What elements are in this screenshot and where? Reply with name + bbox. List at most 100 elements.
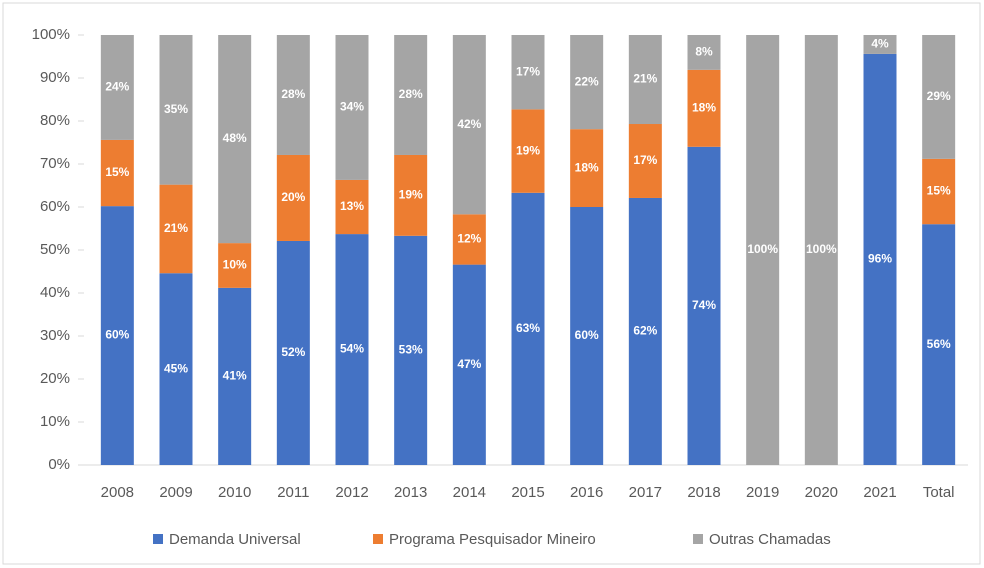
bar-segment — [452, 264, 486, 465]
value-label: 10% — [223, 258, 247, 272]
legend-label: Demanda Universal — [169, 531, 301, 548]
bar-segment — [100, 206, 134, 465]
bar-segment — [570, 35, 604, 130]
bar-segment — [218, 243, 252, 288]
x-tick-label: 2020 — [805, 484, 838, 501]
value-label: 34% — [340, 100, 364, 114]
bar-segment — [922, 35, 956, 159]
legend-label: Programa Pesquisador Mineiro — [389, 531, 596, 548]
value-label: 47% — [457, 357, 481, 371]
bar-segment — [335, 35, 369, 180]
x-tick-label: 2016 — [570, 484, 603, 501]
value-label: 52% — [281, 345, 305, 359]
bar-segment — [159, 35, 193, 185]
bar-segment — [394, 235, 428, 465]
value-label: 74% — [692, 298, 716, 312]
x-tick-label: 2009 — [159, 484, 192, 501]
bar-segment — [922, 158, 956, 225]
bar-segment — [863, 35, 897, 54]
value-label: 19% — [516, 143, 540, 157]
bar-segment — [394, 35, 428, 155]
value-label: 28% — [281, 87, 305, 101]
legend-swatch — [693, 534, 703, 544]
x-tick-label: 2013 — [394, 484, 427, 501]
bar-segment — [452, 35, 486, 215]
x-tick-label: 2012 — [335, 484, 368, 501]
value-label: 22% — [575, 74, 599, 88]
value-label: 41% — [223, 369, 247, 383]
value-label: 13% — [340, 199, 364, 213]
value-label: 53% — [399, 343, 423, 357]
value-label: 18% — [575, 160, 599, 174]
value-label: 45% — [164, 361, 188, 375]
value-label: 96% — [868, 252, 892, 266]
value-label: 100% — [806, 242, 837, 256]
value-label: 24% — [105, 80, 129, 94]
value-label: 21% — [164, 221, 188, 235]
x-tick-label: 2017 — [629, 484, 662, 501]
value-label: 21% — [633, 72, 657, 86]
x-tick-label: Total — [923, 484, 955, 501]
bar-segment — [276, 240, 310, 465]
bar-segment — [628, 197, 662, 465]
x-tick-label: 2010 — [218, 484, 251, 501]
bar-segment — [570, 129, 604, 207]
x-tick-label: 2019 — [746, 484, 779, 501]
value-label: 20% — [281, 190, 305, 204]
bar-segment — [335, 179, 369, 235]
value-label: 29% — [927, 89, 951, 103]
bar-segment — [335, 234, 369, 465]
value-label: 15% — [927, 184, 951, 198]
bar-segment — [159, 273, 193, 465]
bar-segment — [218, 287, 252, 465]
bar-segment — [804, 35, 838, 465]
bar-segment — [159, 184, 193, 274]
y-tick-label: 80% — [40, 112, 70, 129]
value-label: 54% — [340, 342, 364, 356]
y-tick-label: 60% — [40, 198, 70, 215]
value-label: 12% — [457, 232, 481, 246]
bar-segment — [276, 154, 310, 241]
bar-segment — [452, 214, 486, 265]
bar-segment — [922, 224, 956, 465]
bar-segment — [511, 35, 545, 110]
x-tick-label: 2008 — [101, 484, 134, 501]
legend-label: Outras Chamadas — [709, 531, 831, 548]
value-label: 42% — [457, 117, 481, 131]
y-tick-label: 10% — [40, 413, 70, 430]
x-tick-label: 2014 — [453, 484, 486, 501]
value-label: 28% — [399, 87, 423, 101]
bar-segment — [628, 35, 662, 125]
bar-segment — [394, 154, 428, 236]
bar-segment — [746, 35, 780, 465]
value-label: 35% — [164, 102, 188, 116]
y-tick-label: 50% — [40, 241, 70, 258]
value-label: 19% — [399, 188, 423, 202]
x-tick-label: 2011 — [277, 484, 309, 501]
bar-segment — [570, 207, 604, 465]
y-tick-label: 20% — [40, 370, 70, 387]
y-tick-label: 70% — [40, 155, 70, 172]
value-label: 60% — [105, 328, 129, 342]
bar-segment — [628, 124, 662, 198]
bar-segment — [100, 35, 134, 140]
value-label: 15% — [105, 165, 129, 179]
value-label: 4% — [871, 37, 889, 51]
y-tick-label: 0% — [48, 456, 70, 473]
value-label: 8% — [695, 45, 713, 59]
y-tick-label: 90% — [40, 69, 70, 86]
value-label: 18% — [692, 100, 716, 114]
value-label: 100% — [747, 242, 778, 256]
bar-segment — [511, 109, 545, 193]
x-tick-label: 2015 — [511, 484, 544, 501]
x-tick-label: 2018 — [687, 484, 720, 501]
x-tick-label: 2021 — [863, 484, 896, 501]
bar-segment — [687, 69, 721, 147]
bar-segment — [511, 192, 545, 465]
bar-segment — [863, 53, 897, 466]
value-label: 62% — [633, 324, 657, 338]
bar-segment — [687, 35, 721, 70]
legend-swatch — [153, 534, 163, 544]
y-tick-label: 40% — [40, 284, 70, 301]
